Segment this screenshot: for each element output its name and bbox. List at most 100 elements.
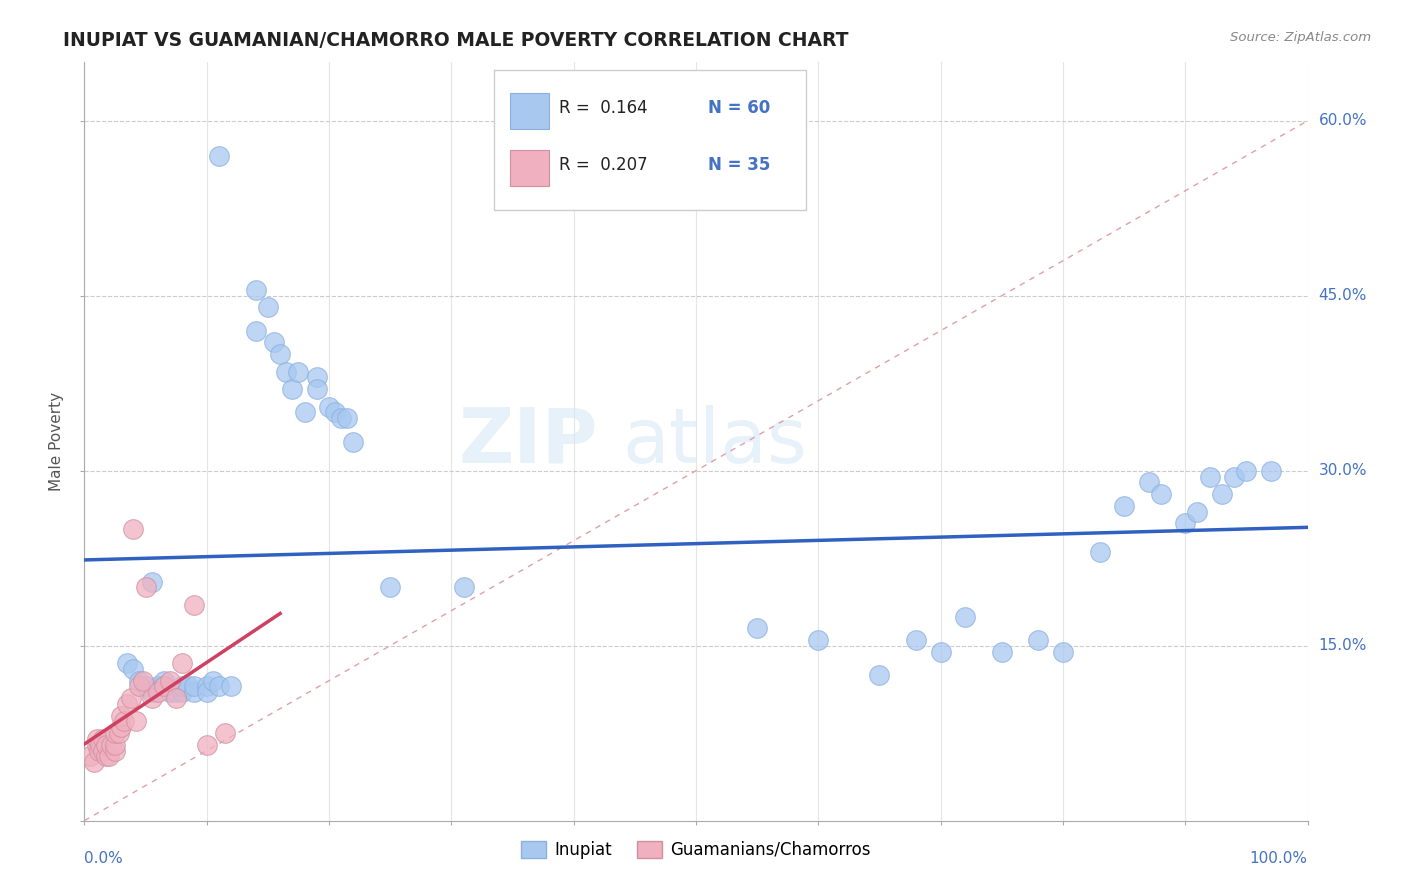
Point (153, 680, 176, 694)
Point (122, 522, 145, 536)
Point (195, 685, 218, 699)
Point (336, 411, 359, 425)
Point (1187, 504, 1209, 518)
Text: R =  0.207: R = 0.207 (560, 156, 648, 174)
Point (96, 738, 118, 752)
Text: Source: ZipAtlas.com: Source: ZipAtlas.com (1230, 31, 1371, 45)
Point (1137, 475, 1160, 490)
Point (263, 335, 285, 350)
Point (104, 726, 127, 740)
Point (115, 697, 138, 711)
Point (110, 720, 132, 734)
Point (132, 673, 155, 688)
Text: N = 35: N = 35 (709, 156, 770, 174)
Point (257, 301, 280, 315)
Point (172, 685, 194, 699)
Point (146, 680, 169, 694)
Point (128, 680, 150, 694)
Point (305, 382, 328, 396)
Point (135, 580, 157, 594)
Text: 100.0%: 100.0% (1250, 851, 1308, 866)
Point (1052, 644, 1074, 658)
Point (1236, 464, 1258, 478)
Point (165, 685, 187, 699)
Point (1028, 632, 1050, 647)
Point (125, 714, 148, 729)
Point (807, 632, 830, 647)
Point (269, 347, 291, 361)
Text: 60.0%: 60.0% (1319, 113, 1367, 128)
Point (122, 662, 145, 676)
Point (153, 680, 176, 694)
Point (89, 738, 111, 752)
FancyBboxPatch shape (494, 70, 806, 211)
Text: ZIP: ZIP (458, 405, 598, 478)
Point (153, 673, 176, 688)
Point (195, 738, 218, 752)
Point (281, 382, 304, 396)
Point (172, 680, 194, 694)
Point (91, 731, 114, 746)
Point (97, 749, 120, 764)
Point (1114, 499, 1136, 513)
Y-axis label: Male Poverty: Male Poverty (49, 392, 65, 491)
Point (86, 738, 108, 752)
Point (141, 691, 163, 706)
Point (342, 434, 364, 449)
Point (141, 574, 163, 589)
Point (120, 691, 142, 706)
Point (1150, 487, 1173, 501)
Point (104, 738, 127, 752)
Point (86, 731, 108, 746)
Point (79, 749, 101, 764)
Point (1211, 487, 1233, 501)
Point (208, 680, 231, 694)
Point (177, 680, 200, 694)
Point (112, 714, 135, 729)
Point (380, 580, 402, 594)
Point (183, 598, 205, 612)
Point (183, 685, 205, 699)
Point (323, 405, 346, 419)
Point (195, 680, 218, 694)
Point (128, 673, 150, 688)
Point (91, 744, 114, 758)
Point (87, 744, 110, 758)
Point (219, 680, 242, 694)
Point (453, 580, 475, 594)
Text: 0.0%: 0.0% (84, 851, 124, 866)
FancyBboxPatch shape (510, 150, 550, 186)
Point (146, 685, 169, 699)
Point (905, 632, 928, 647)
Point (96, 749, 118, 764)
Point (330, 411, 353, 425)
FancyBboxPatch shape (510, 93, 550, 129)
Point (869, 668, 891, 682)
Point (104, 744, 127, 758)
Point (172, 656, 194, 670)
Point (110, 708, 132, 723)
Point (115, 656, 138, 670)
Text: atlas: atlas (623, 405, 807, 478)
Point (100, 738, 122, 752)
Point (245, 324, 267, 338)
Point (135, 680, 157, 694)
Point (1260, 464, 1282, 478)
Point (318, 400, 340, 414)
Point (165, 691, 187, 706)
Point (183, 680, 205, 694)
Point (276, 365, 298, 379)
Point (294, 405, 316, 419)
Point (1198, 469, 1220, 483)
Point (747, 621, 769, 635)
Point (991, 644, 1014, 658)
Text: INUPIAT VS GUAMANIAN/CHAMORRO MALE POVERTY CORRELATION CHART: INUPIAT VS GUAMANIAN/CHAMORRO MALE POVER… (63, 31, 849, 50)
Text: 30.0%: 30.0% (1319, 463, 1367, 478)
Point (83, 756, 105, 770)
Point (208, 149, 231, 163)
Point (305, 370, 328, 384)
Text: R =  0.164: R = 0.164 (560, 99, 648, 117)
Point (201, 673, 224, 688)
Point (141, 685, 163, 699)
Point (245, 283, 267, 297)
